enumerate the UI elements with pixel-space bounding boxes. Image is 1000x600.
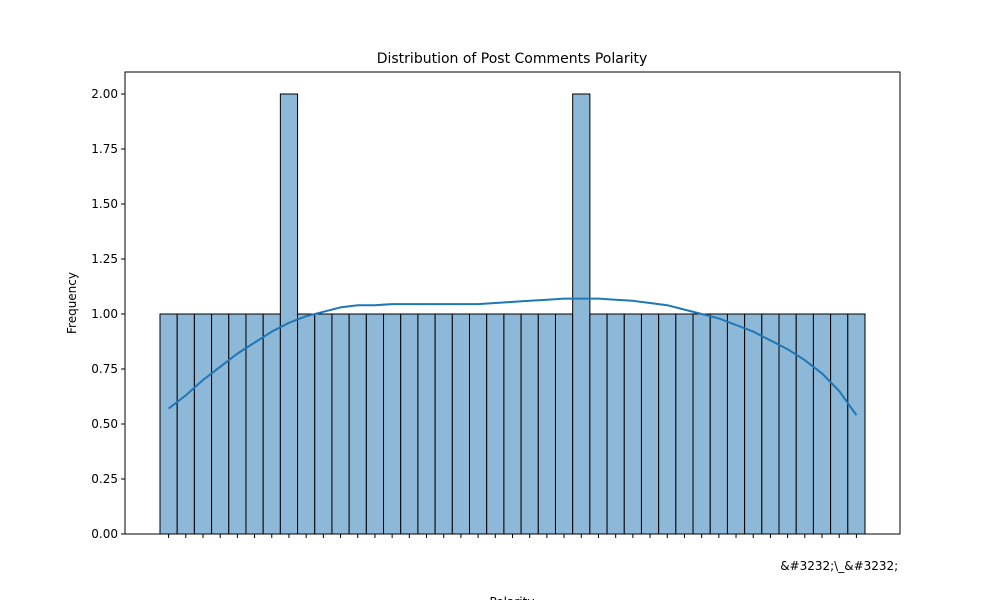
bar bbox=[434, 313, 453, 535]
bar bbox=[554, 313, 574, 535]
x-axis-label: Polarity bbox=[490, 595, 535, 600]
bar bbox=[658, 313, 677, 535]
bar bbox=[761, 313, 780, 535]
bar bbox=[640, 313, 660, 535]
bar bbox=[211, 313, 230, 535]
y-tick-label: 0.50 bbox=[91, 417, 118, 431]
bar bbox=[383, 313, 402, 535]
bar bbox=[365, 313, 385, 535]
bar bbox=[400, 313, 419, 535]
y-axis-label: Frequency bbox=[65, 272, 79, 334]
y-tick-label: 0.25 bbox=[91, 472, 118, 486]
bar bbox=[193, 313, 213, 535]
bar bbox=[847, 313, 866, 535]
bar bbox=[503, 313, 522, 535]
y-tick-label: 1.00 bbox=[91, 307, 118, 321]
bar bbox=[709, 313, 728, 535]
bar bbox=[692, 313, 711, 535]
bar bbox=[830, 313, 849, 535]
y-tick-label: 1.25 bbox=[91, 252, 118, 266]
y-tick-label: 1.75 bbox=[91, 142, 118, 156]
bar bbox=[744, 313, 763, 535]
bar bbox=[623, 313, 642, 535]
bar bbox=[572, 93, 591, 535]
bar bbox=[675, 313, 694, 535]
bar bbox=[176, 313, 195, 535]
kde-line bbox=[167, 297, 858, 416]
bar bbox=[589, 313, 608, 535]
bar bbox=[279, 93, 299, 535]
bar bbox=[812, 313, 832, 535]
y-tick-label: 0.00 bbox=[91, 527, 118, 541]
bar bbox=[726, 313, 746, 535]
y-tick-label: 0.75 bbox=[91, 362, 118, 376]
bar bbox=[469, 313, 488, 535]
plot-frame bbox=[124, 71, 901, 535]
bar bbox=[417, 313, 436, 535]
bar bbox=[262, 313, 281, 535]
bar bbox=[297, 313, 316, 535]
bar bbox=[348, 313, 367, 535]
bar bbox=[486, 313, 505, 535]
bar bbox=[451, 313, 471, 535]
y-tick-label: 1.50 bbox=[91, 197, 118, 211]
bar bbox=[606, 313, 625, 535]
bar bbox=[537, 313, 556, 535]
chart-title: Distribution of Post Comments Polarity bbox=[377, 51, 648, 67]
y-tick-label: 2.00 bbox=[91, 87, 118, 101]
bar bbox=[159, 313, 178, 535]
x-tick-label: &#3232;\_&#3232; bbox=[780, 559, 898, 573]
bar bbox=[520, 313, 539, 535]
bar bbox=[314, 313, 333, 535]
bar bbox=[331, 313, 350, 535]
bar bbox=[795, 313, 814, 535]
bar bbox=[228, 313, 247, 535]
